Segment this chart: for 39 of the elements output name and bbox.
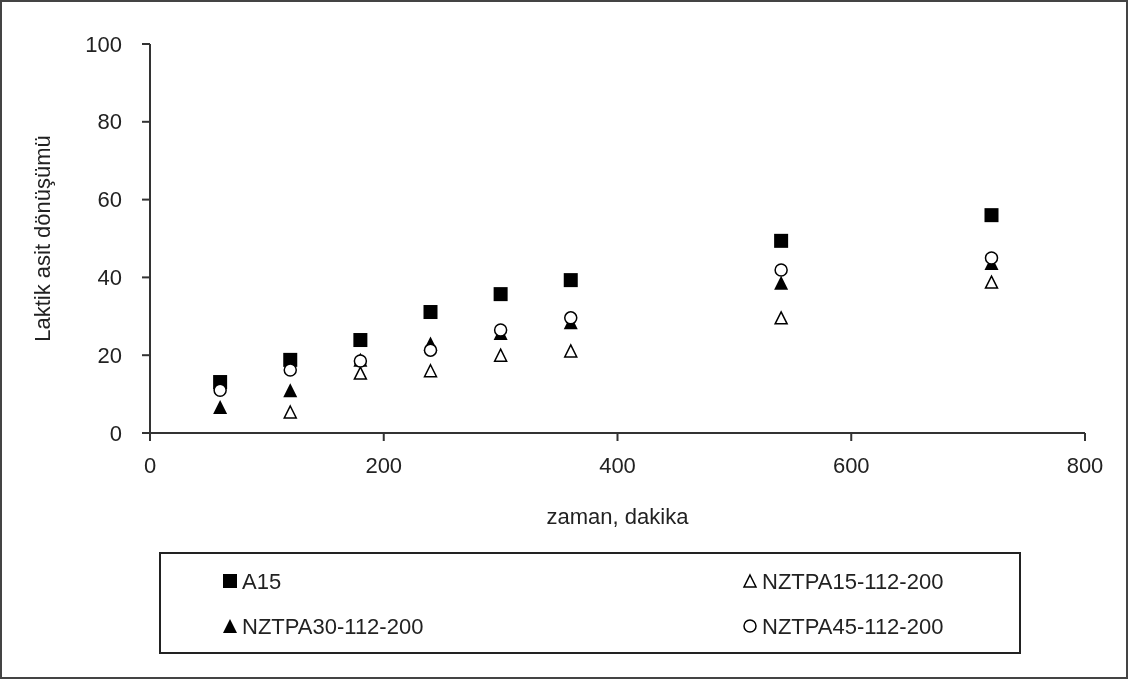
point xyxy=(564,311,578,325)
legend-label: NZTPA15-112-200 xyxy=(762,568,944,594)
point xyxy=(774,311,788,325)
point xyxy=(984,251,999,265)
point xyxy=(563,273,578,288)
point xyxy=(283,383,298,398)
y-tick-label: 80 xyxy=(97,109,122,135)
point xyxy=(493,287,508,302)
y-tick-label: 20 xyxy=(97,342,122,368)
y-tick-label: 100 xyxy=(85,31,122,57)
point xyxy=(774,263,788,277)
x-tick-label: 0 xyxy=(143,453,157,478)
point xyxy=(774,233,789,248)
point xyxy=(493,323,508,337)
y-tick-label: 40 xyxy=(97,264,122,290)
point xyxy=(984,208,999,223)
point xyxy=(353,366,368,380)
x-tick-label: 600 xyxy=(832,453,870,478)
x-axis-title: zaman, dakika xyxy=(546,504,690,529)
point xyxy=(423,343,438,357)
point xyxy=(353,333,368,348)
legend-label: A15 xyxy=(242,568,282,594)
legend-label: NZTPA30-112-200 xyxy=(242,613,424,639)
point xyxy=(283,405,297,419)
point xyxy=(213,383,227,397)
point xyxy=(774,275,789,290)
x-tick-label: 800 xyxy=(1066,453,1104,478)
point xyxy=(423,305,438,320)
y-tick-label: 0 xyxy=(109,420,122,446)
y-tick-label: 60 xyxy=(97,187,122,213)
point xyxy=(984,275,999,289)
legend-label: NZTPA45-112-200 xyxy=(762,613,944,639)
point xyxy=(423,364,438,378)
y-axis-title: Laktik asit dönüşümü xyxy=(30,135,55,342)
x-tick-label: 200 xyxy=(365,453,403,478)
point xyxy=(564,344,578,358)
x-tick-label: 400 xyxy=(599,453,636,478)
point xyxy=(213,399,228,414)
point xyxy=(493,348,508,362)
